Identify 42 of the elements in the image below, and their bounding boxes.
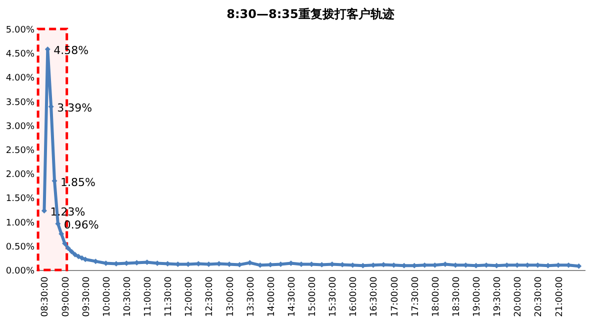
y-tick-label: 4.00%	[6, 74, 35, 84]
x-tick-label: 14:30:00	[287, 276, 298, 317]
x-tick-label: 20:30:00	[534, 276, 544, 317]
x-tick-label: 09:30:00	[82, 276, 92, 317]
x-tick-label: 12:30:00	[205, 276, 216, 317]
y-tick-label: 1.50%	[6, 194, 35, 204]
x-tick-label: 18:00:00	[431, 276, 442, 317]
y-tick-label: 2.00%	[6, 170, 35, 180]
y-tick-label: 1.00%	[6, 218, 35, 228]
y-tick-label: 2.50%	[6, 146, 35, 156]
data-label: 3.39%	[57, 102, 92, 115]
x-tick-label: 13:00:00	[226, 276, 236, 317]
x-tick-label: 19:00:00	[472, 276, 483, 317]
x-tick-label: 10:00:00	[102, 276, 112, 317]
x-tick-label: 10:30:00	[122, 276, 133, 317]
y-tick-label: 0.00%	[6, 266, 35, 276]
y-tick-label: 4.50%	[6, 50, 35, 60]
y-tick-label: 3.00%	[6, 122, 35, 132]
y-tick-label: 0.50%	[6, 242, 35, 252]
data-label: 4.58%	[54, 44, 89, 58]
x-tick-label: 19:30:00	[493, 276, 504, 317]
y-tick-label: 3.50%	[6, 98, 35, 108]
x-tick-label: 14:00:00	[266, 276, 277, 317]
x-tick-label: 21:00:00	[554, 276, 565, 317]
data-label: 1.85%	[60, 176, 96, 189]
x-tick-label: 16:00:00	[349, 276, 360, 317]
x-tick-label: 11:00:00	[144, 276, 154, 317]
x-tick-label: 17:30:00	[410, 276, 421, 317]
y-tick-label: 5.00%	[6, 26, 35, 36]
data-label: 0.96%	[64, 218, 99, 232]
x-tick-label: 09:00:00	[61, 276, 72, 317]
x-tick-label: 15:30:00	[328, 276, 339, 317]
x-tick-label: 12:00:00	[184, 276, 195, 317]
chart-title: 8:30—8:35重复拨打客户轨迹	[226, 7, 394, 21]
x-tick-label: 20:00:00	[514, 276, 524, 317]
x-tick-label: 15:00:00	[308, 276, 318, 317]
x-tick-label: 17:00:00	[390, 276, 400, 317]
x-tick-label: 16:30:00	[370, 276, 380, 317]
x-tick-label: 11:30:00	[164, 276, 174, 317]
x-tick-label: 18:30:00	[452, 276, 462, 317]
x-tick-label: 08:30:00	[40, 276, 51, 317]
x-tick-label: 13:30:00	[246, 276, 256, 317]
